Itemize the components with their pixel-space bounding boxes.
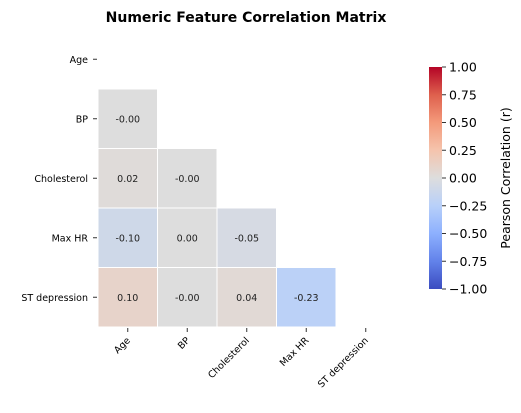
colorbar: 1.00 0.75 0.50 0.25 0.00 −0.25 −0.50 −0.75 −1.00… — [429, 60, 513, 297]
colorbar-tick-label: 1.00 — [449, 60, 477, 75]
heatmap-cell — [97, 267, 158, 328]
heatmap-cell — [97, 88, 158, 149]
colorbar-tick-label: −1.00 — [449, 282, 487, 297]
heatmap-cell — [216, 267, 277, 328]
colorbar-label: Pearson Correlation (r) — [498, 107, 513, 248]
cell-value-label: -0.00 — [175, 174, 200, 185]
colorbar-tick-label: 0.00 — [449, 171, 477, 186]
y-tick-label: Cholesterol — [34, 174, 88, 185]
heatmap-cell — [276, 267, 337, 328]
cell-value-label: 0.00 — [177, 233, 198, 244]
heatmap-cell — [97, 148, 158, 209]
colorbar-gradient — [429, 67, 442, 289]
cell-value-label: 0.02 — [117, 174, 138, 185]
cell-value-label: -0.23 — [294, 293, 319, 304]
heatmap-cell — [157, 267, 218, 328]
heatmap-cell — [157, 148, 218, 209]
x-axis: Age BP Cholesterol Max HR ST depression — [112, 328, 371, 390]
colorbar-tick-label: 0.25 — [449, 143, 477, 158]
y-tick-label: BP — [76, 114, 89, 125]
x-tick-label: Max HR — [278, 335, 312, 369]
heatmap-cell — [216, 207, 277, 268]
heatmap-cells — [97, 88, 337, 328]
x-tick-label: BP — [176, 335, 193, 352]
x-tick-label: Cholesterol — [206, 335, 252, 381]
cell-value-label: -0.00 — [115, 114, 140, 125]
cell-value-label: -0.00 — [175, 293, 200, 304]
y-axis: Age BP Cholesterol Max HR ST depression — [21, 55, 97, 304]
colorbar-tick-label: −0.75 — [449, 254, 487, 269]
heatmap-cell-labels: -0.00 0.02 -0.00 -0.10 0.00 -0.05 0.10 -0.00 0.0… — [115, 114, 318, 304]
cell-value-label: 0.04 — [236, 293, 257, 304]
colorbar-tick-label: −0.50 — [449, 226, 487, 241]
y-tick-label: ST depression — [21, 293, 88, 304]
x-tick-label: ST depression — [316, 335, 371, 390]
chart-title: Numeric Feature Correlation Matrix — [106, 10, 387, 26]
x-tick-label: Age — [112, 335, 133, 356]
colorbar-tick-label: −0.25 — [449, 198, 487, 213]
colorbar-tick-label: 0.50 — [449, 115, 477, 130]
y-tick-label: Max HR — [52, 233, 89, 244]
y-tick-label: Age — [70, 55, 89, 66]
cell-value-label: -0.05 — [234, 233, 259, 244]
cell-value-label: -0.10 — [115, 233, 140, 244]
colorbar-tick-label: 0.75 — [449, 87, 477, 102]
cell-value-label: 0.10 — [117, 293, 138, 304]
